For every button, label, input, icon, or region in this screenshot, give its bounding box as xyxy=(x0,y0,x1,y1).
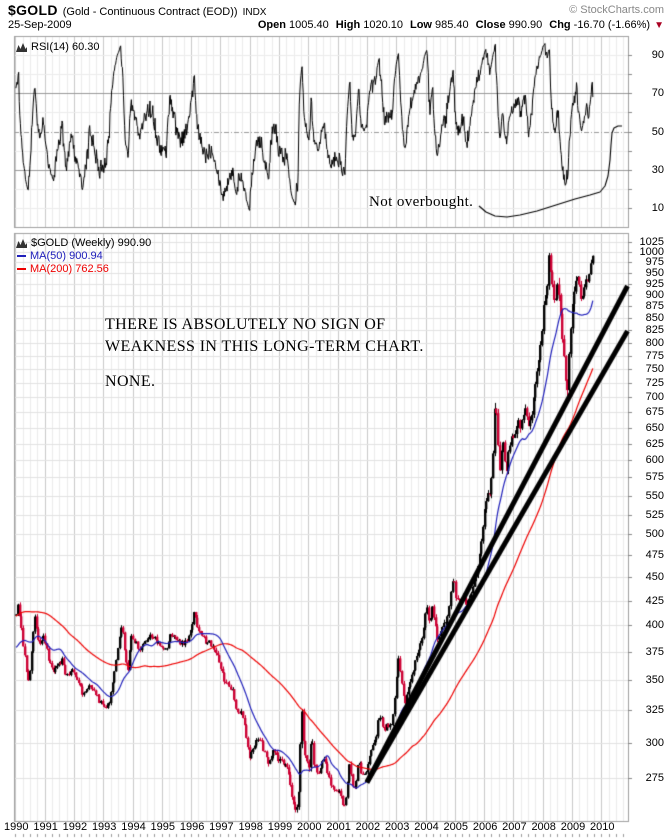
price-axis-label: 475 xyxy=(645,549,664,562)
price-axis-label: 975 xyxy=(645,256,664,269)
year-label: 2008 xyxy=(531,821,556,833)
rsi-axis-label: 30 xyxy=(651,163,664,176)
price-axis-label: 875 xyxy=(645,300,664,313)
price-axis-label: 350 xyxy=(645,673,664,686)
rsi-axis-label: 70 xyxy=(651,87,664,100)
high-label: High xyxy=(335,19,361,31)
price-axis-label: 600 xyxy=(645,454,664,467)
instrument-name: (Gold - Continuous Contract (EOD)) xyxy=(62,6,238,18)
price-axis-label: 575 xyxy=(645,471,664,484)
year-label: 1992 xyxy=(62,821,88,833)
year-label: 2003 xyxy=(384,821,410,833)
copyright-label: © StockCharts.com xyxy=(569,4,664,16)
ma200-swatch-icon xyxy=(17,268,26,270)
year-label: 2009 xyxy=(560,821,586,833)
low-label: Low xyxy=(409,19,432,31)
price-axis-label: 675 xyxy=(645,406,664,419)
price-axis-label: 775 xyxy=(645,349,664,362)
ma50-legend-text: MA(50) 900.94 xyxy=(30,250,103,262)
price-axis-label: 525 xyxy=(645,508,664,521)
price-axis-label: 850 xyxy=(645,312,664,325)
year-label: 1990 xyxy=(4,821,29,833)
open-value: 1005.40 xyxy=(289,19,329,31)
year-label: 1997 xyxy=(209,821,234,833)
close-value: 990.90 xyxy=(508,19,543,31)
high-value: 1020.10 xyxy=(363,19,403,31)
open-label: Open xyxy=(257,19,286,31)
year-label: 2001 xyxy=(326,821,351,833)
year-label: 2005 xyxy=(443,821,469,833)
price-axis-label: 750 xyxy=(645,363,664,376)
price-legend-main: $GOLD (Weekly) 990.90 xyxy=(16,237,151,249)
price-axis-label: 500 xyxy=(645,528,664,541)
price-legend-text: $GOLD (Weekly) 990.90 xyxy=(31,237,152,249)
chart-date: 25-Sep-2009 xyxy=(8,19,72,31)
rsi-axis-label: 10 xyxy=(651,201,664,214)
ohlc-quote-row: Open 1005.40 High 1020.10 Low 985.40 Clo… xyxy=(251,19,664,31)
price-axis-label: 300 xyxy=(645,736,664,749)
price-axis-label: 400 xyxy=(645,619,664,632)
ma200-legend: MA(200) 762.56 xyxy=(17,263,109,275)
exchange-label: INDX xyxy=(242,7,267,18)
annotation-line-2: WEAKNESS IN THIS LONG-TERM CHART. xyxy=(105,338,424,355)
down-triangle-icon: ▼ xyxy=(654,20,664,31)
chart-header: $GOLD (Gold - Continuous Contract (EOD))… xyxy=(8,2,266,18)
chg-value: -16.70 (-1.66%) xyxy=(573,19,651,31)
price-axis-label: 425 xyxy=(645,594,664,607)
year-label: 1999 xyxy=(267,821,293,833)
price-axis-label: 950 xyxy=(645,266,664,279)
price-axis-label: 625 xyxy=(645,437,664,450)
price-mountain-icon xyxy=(16,238,27,248)
year-label: 1991 xyxy=(33,821,58,833)
price-axis-label: 275 xyxy=(645,771,664,784)
price-axis-label: 825 xyxy=(645,324,664,337)
ma50-swatch-icon xyxy=(17,255,26,257)
low-value: 985.40 xyxy=(434,19,469,31)
year-label: 1994 xyxy=(121,821,146,833)
price-axis-label: 1025 xyxy=(639,236,664,248)
price-axis-label: 450 xyxy=(645,571,664,584)
ma50-legend: MA(50) 900.94 xyxy=(17,250,103,262)
annotation-line-1: THERE IS ABSOLUTELY NO SIGN OF xyxy=(105,316,386,333)
rsi-axis-label: 90 xyxy=(651,49,664,62)
year-label: 1996 xyxy=(179,821,205,833)
ticker-symbol: $GOLD xyxy=(8,2,58,18)
year-label: 2007 xyxy=(502,821,527,833)
year-label: 1998 xyxy=(238,821,263,833)
close-label: Close xyxy=(475,19,506,31)
year-label: 2006 xyxy=(472,821,498,833)
year-label: 2002 xyxy=(355,821,381,833)
annotation-line-3: NONE. xyxy=(105,373,156,390)
price-axis-label: 900 xyxy=(645,288,664,301)
price-axis-label: 1000 xyxy=(639,246,664,259)
year-label: 2004 xyxy=(414,821,439,833)
price-axis-label: 925 xyxy=(645,277,664,290)
year-label: 1995 xyxy=(150,821,176,833)
year-label: 2000 xyxy=(297,821,322,833)
price-axis-label: 550 xyxy=(645,489,664,502)
price-axis-label: 800 xyxy=(645,336,664,349)
ma200-legend-text: MA(200) 762.56 xyxy=(30,263,109,275)
price-axis-label: 700 xyxy=(645,391,664,404)
year-label: 2010 xyxy=(590,821,615,833)
indicator-mountain-icon xyxy=(16,42,27,52)
chg-label: Chg xyxy=(549,19,571,31)
rsi-legend-text: RSI(14) 60.30 xyxy=(31,41,100,53)
price-axis-label: 725 xyxy=(645,377,664,390)
price-axis-label: 325 xyxy=(645,703,664,716)
rsi-axis-label: 50 xyxy=(651,125,664,138)
year-label: 1993 xyxy=(91,821,117,833)
price-axis-label: 650 xyxy=(645,421,664,434)
rsi-annotation-text: Not overbought. xyxy=(369,194,474,210)
price-axis-label: 375 xyxy=(645,645,664,658)
rsi-legend: RSI(14) 60.30 xyxy=(16,41,99,53)
